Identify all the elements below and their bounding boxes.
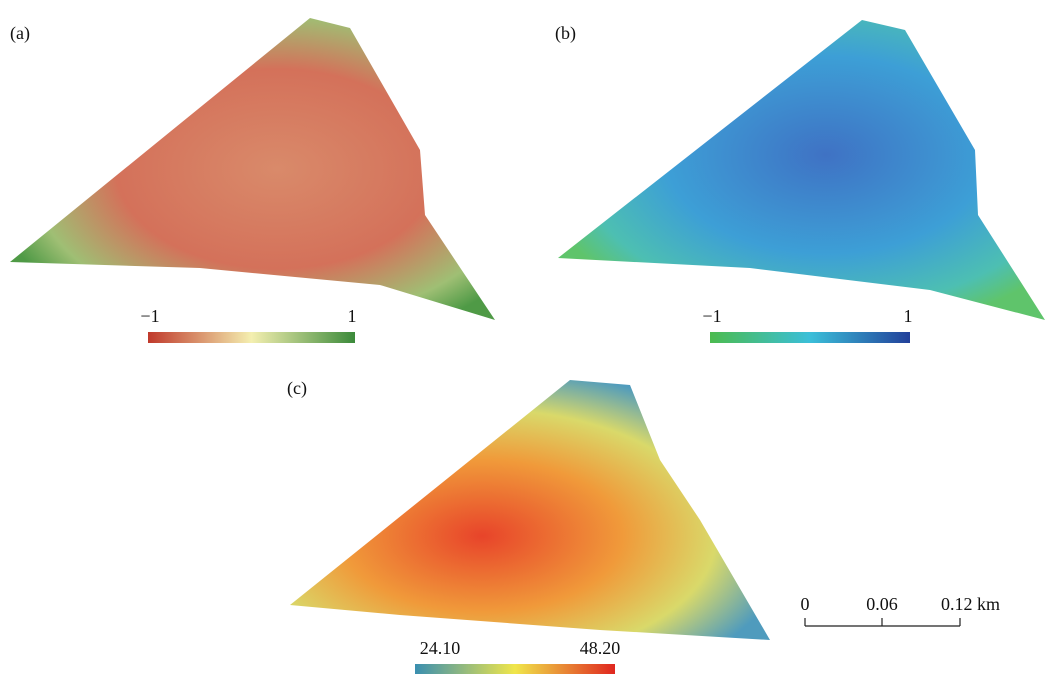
map-c (290, 380, 770, 640)
colorbar-label: −1 (702, 306, 721, 326)
scale-label: 0.12 km (941, 594, 1000, 614)
page: {"panels": [ {"label": "(a)", "colorbar"… (0, 0, 1048, 674)
colorbar-label: 1 (348, 306, 357, 326)
scale-label: 0.06 (866, 594, 898, 614)
colorbar (415, 664, 615, 674)
colorbar-label: 24.10 (420, 638, 461, 658)
panel-label: (a) (10, 23, 30, 44)
colorbar-label: 48.20 (580, 638, 621, 658)
panel-label: (b) (555, 23, 576, 44)
colorbar-label: −1 (140, 306, 159, 326)
colorbar (148, 332, 355, 343)
map-a (10, 18, 495, 320)
colorbar (710, 332, 910, 343)
colorbar-label: 1 (904, 306, 913, 326)
figure: (a) (b) (c) −1 1 −1 1 24.10 48.20 0 0.06… (0, 0, 1048, 674)
scale-bar (805, 618, 960, 626)
panel-label: (c) (287, 378, 307, 399)
scale-label: 0 (801, 594, 810, 614)
map-b (558, 20, 1045, 320)
